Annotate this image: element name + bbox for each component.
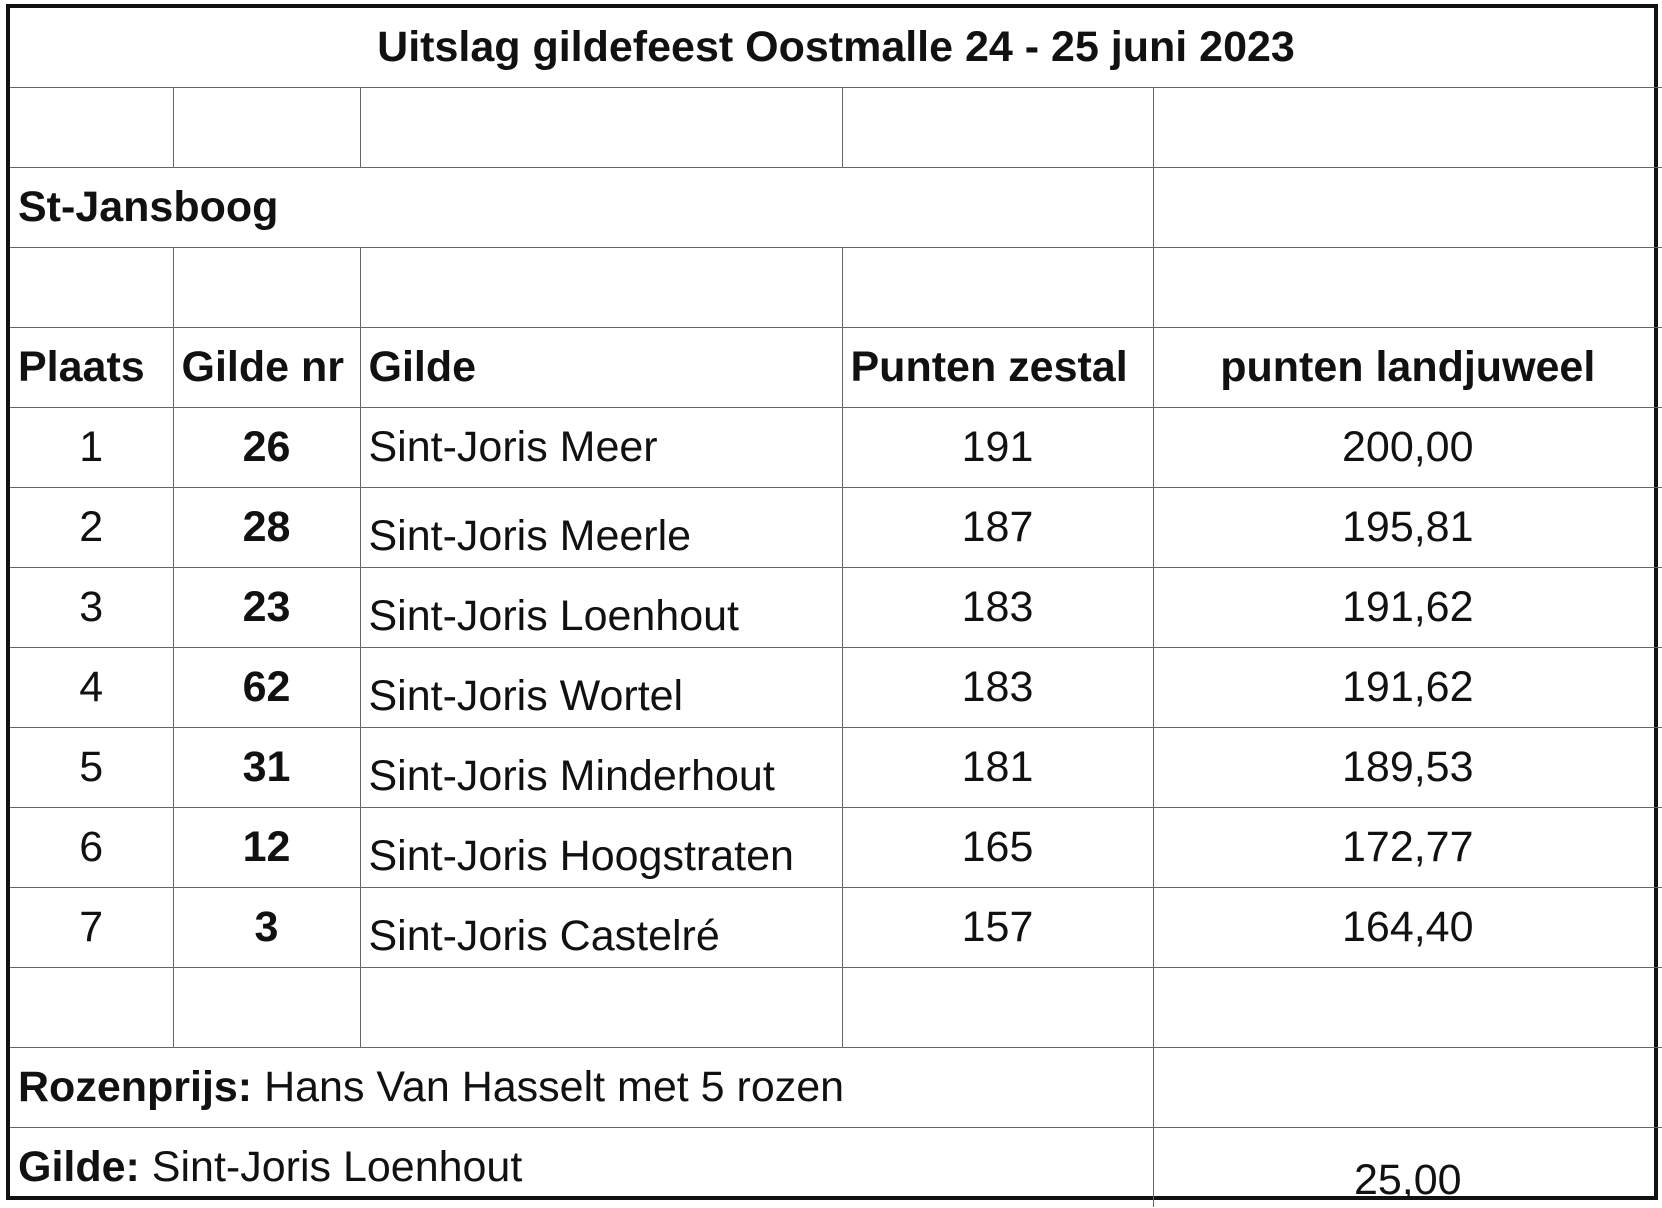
- table-row: 1 26 Sint-Joris Meer 191 200,00: [10, 406, 1662, 488]
- gilde-prize-points: 25,00: [1152, 1126, 1662, 1207]
- cell-landjuweel: 189,53: [1152, 726, 1662, 808]
- cell-zestal: 191: [841, 406, 1154, 488]
- cell-landjuweel: 164,40: [1152, 886, 1662, 968]
- cell-gilde-nr: 62: [172, 646, 361, 728]
- cell-gilde: Sint-Joris Minderhout: [359, 726, 843, 808]
- table-row: 2 28 Sint-Joris Meerle 187 195,81: [10, 486, 1662, 568]
- cell-zestal: 165: [841, 806, 1154, 888]
- table-row: 4 62 Sint-Joris Wortel 183 191,62: [10, 646, 1662, 728]
- cell-gilde-nr: 26: [172, 406, 361, 488]
- cell-gilde-nr: 23: [172, 566, 361, 648]
- header-punten-zestal: Punten zestal: [841, 326, 1154, 408]
- title-row: Uitslag gildefeest Oostmalle 24 - 25 jun…: [10, 8, 1662, 88]
- results-table: Uitslag gildefeest Oostmalle 24 - 25 jun…: [10, 8, 1662, 1207]
- cell-landjuweel: 195,81: [1152, 486, 1662, 568]
- gilde-prize-cell: Gilde: Sint-Joris Loenhout: [10, 1126, 1154, 1207]
- header-plaats: Plaats: [10, 326, 174, 408]
- page-title: Uitslag gildefeest Oostmalle 24 - 25 jun…: [10, 8, 1662, 88]
- header-gilde: Gilde: [359, 326, 843, 408]
- gilde-prize-label: Gilde:: [18, 1142, 140, 1191]
- cell-plaats: 7: [10, 886, 174, 968]
- cell-gilde-nr: 28: [172, 486, 361, 568]
- cell-gilde: Sint-Joris Loenhout: [359, 566, 843, 648]
- cell-plaats: 6: [10, 806, 174, 888]
- cell-landjuweel: 200,00: [1152, 406, 1662, 488]
- empty-row: [10, 246, 1662, 328]
- rozenprijs-row: Rozenprijs: Hans Van Hasselt met 5 rozen: [10, 1046, 1662, 1128]
- cell-plaats: 4: [10, 646, 174, 728]
- header-row: Plaats Gilde nr Gilde Punten zestal punt…: [10, 326, 1662, 408]
- cell-gilde: Sint-Joris Castelré: [359, 886, 843, 968]
- cell-gilde: Sint-Joris Meerle: [359, 486, 843, 568]
- table-row: 5 31 Sint-Joris Minderhout 181 189,53: [10, 726, 1662, 808]
- cell-landjuweel: 191,62: [1152, 646, 1662, 728]
- cell-gilde: Sint-Joris Meer: [359, 406, 843, 488]
- empty-row: [10, 966, 1662, 1048]
- rozenprijs-value: Hans Van Hasselt met 5 rozen: [264, 1062, 845, 1111]
- cell-plaats: 2: [10, 486, 174, 568]
- results-sheet: Uitslag gildefeest Oostmalle 24 - 25 jun…: [6, 4, 1662, 1207]
- cell-gilde: Sint-Joris Wortel: [359, 646, 843, 728]
- cell-plaats: 3: [10, 566, 174, 648]
- gilde-prize-row: Gilde: Sint-Joris Loenhout 25,00: [10, 1126, 1662, 1207]
- header-gilde-nr: Gilde nr: [172, 326, 361, 408]
- rozenprijs-label: Rozenprijs:: [18, 1062, 253, 1111]
- cell-zestal: 183: [841, 566, 1154, 648]
- table-row: 6 12 Sint-Joris Hoogstraten 165 172,77: [10, 806, 1662, 888]
- section-row: St-Jansboog: [10, 166, 1662, 248]
- cell-plaats: 5: [10, 726, 174, 808]
- cell-gilde-nr: 31: [172, 726, 361, 808]
- table-row: 7 3 Sint-Joris Castelré 157 164,40: [10, 886, 1662, 968]
- table-row: 3 23 Sint-Joris Loenhout 183 191,62: [10, 566, 1662, 648]
- header-punten-landjuweel: punten landjuweel: [1152, 326, 1662, 408]
- cell-zestal: 183: [841, 646, 1154, 728]
- cell-zestal: 187: [841, 486, 1154, 568]
- cell-gilde: Sint-Joris Hoogstraten: [359, 806, 843, 888]
- rozenprijs-cell: Rozenprijs: Hans Van Hasselt met 5 rozen: [10, 1046, 1154, 1128]
- section-title: St-Jansboog: [10, 166, 1154, 248]
- cell-zestal: 181: [841, 726, 1154, 808]
- cell-landjuweel: 172,77: [1152, 806, 1662, 888]
- cell-zestal: 157: [841, 886, 1154, 968]
- cell-landjuweel: 191,62: [1152, 566, 1662, 648]
- cell-gilde-nr: 3: [172, 886, 361, 968]
- cell-plaats: 1: [10, 406, 174, 488]
- gilde-prize-value: Sint-Joris Loenhout: [151, 1142, 523, 1191]
- empty-row: [10, 86, 1662, 168]
- cell-gilde-nr: 12: [172, 806, 361, 888]
